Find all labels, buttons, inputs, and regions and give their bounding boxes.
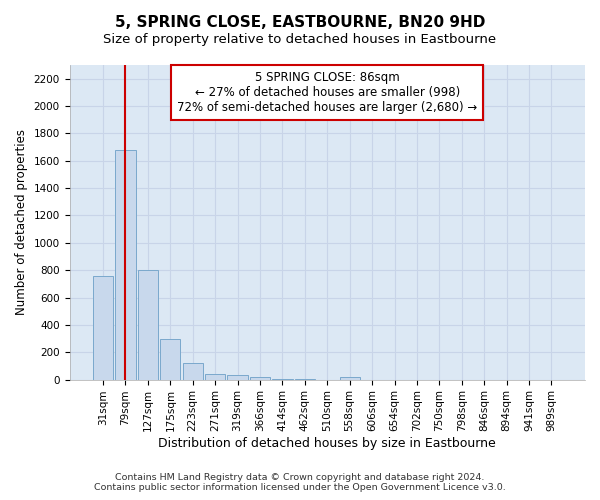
- Bar: [160, 339, 181, 380]
- Bar: [93, 276, 113, 380]
- Bar: [182, 363, 203, 380]
- Bar: [138, 270, 158, 380]
- Text: Size of property relative to detached houses in Eastbourne: Size of property relative to detached ho…: [103, 32, 497, 46]
- Bar: [340, 377, 360, 380]
- Bar: [115, 150, 136, 380]
- Bar: [295, 379, 315, 380]
- Bar: [227, 376, 248, 380]
- Bar: [205, 374, 225, 380]
- Bar: [250, 377, 270, 380]
- Bar: [272, 378, 293, 380]
- Text: Contains HM Land Registry data © Crown copyright and database right 2024.
Contai: Contains HM Land Registry data © Crown c…: [94, 473, 506, 492]
- Y-axis label: Number of detached properties: Number of detached properties: [15, 130, 28, 316]
- Text: 5, SPRING CLOSE, EASTBOURNE, BN20 9HD: 5, SPRING CLOSE, EASTBOURNE, BN20 9HD: [115, 15, 485, 30]
- Text: 5 SPRING CLOSE: 86sqm
← 27% of detached houses are smaller (998)
72% of semi-det: 5 SPRING CLOSE: 86sqm ← 27% of detached …: [177, 72, 478, 114]
- X-axis label: Distribution of detached houses by size in Eastbourne: Distribution of detached houses by size …: [158, 437, 496, 450]
